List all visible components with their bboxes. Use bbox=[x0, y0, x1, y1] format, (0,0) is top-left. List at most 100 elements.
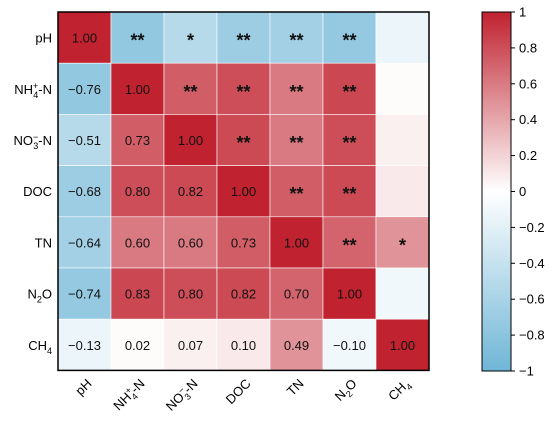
heatmap-cell bbox=[375, 216, 430, 269]
heatmap-cell bbox=[110, 267, 165, 320]
heatmap-cell bbox=[57, 267, 112, 320]
heatmap-cell bbox=[375, 318, 430, 371]
heatmap-cell bbox=[57, 318, 112, 371]
cell-value-label: −0.10 bbox=[333, 338, 366, 353]
heatmap-cell bbox=[269, 318, 324, 371]
heatmap-cell bbox=[269, 11, 324, 64]
colorbar-tick-label: 0.6 bbox=[519, 76, 537, 91]
significance-marker: ** bbox=[342, 184, 356, 204]
cell-value-label: 0.49 bbox=[284, 338, 309, 353]
colorbar-tick-label: 0 bbox=[519, 184, 526, 199]
heatmap-cell bbox=[375, 267, 430, 320]
cell-value-label: 1.00 bbox=[178, 133, 203, 148]
heatmap-cell bbox=[269, 267, 324, 320]
cell-value-label: 0.07 bbox=[178, 338, 203, 353]
cell-value-label: 1.00 bbox=[72, 31, 97, 46]
significance-marker: ** bbox=[130, 31, 144, 51]
significance-marker: ** bbox=[236, 82, 250, 102]
heatmap-cell bbox=[57, 216, 112, 269]
cell-value-label: 1.00 bbox=[231, 184, 256, 199]
significance-marker: ** bbox=[342, 82, 356, 102]
row-label: pH bbox=[35, 31, 52, 46]
significance-marker: ** bbox=[342, 235, 356, 255]
colorbar-gradient bbox=[481, 11, 512, 372]
row-label: CH4 bbox=[28, 338, 52, 356]
cell-value-label: 0.60 bbox=[178, 235, 203, 250]
heatmap-row-labels: pH NH+ 4-N NO− 3-N DOC TN N2O CH4 bbox=[14, 31, 53, 356]
significance-marker: * bbox=[399, 235, 406, 255]
heatmap-cell bbox=[163, 62, 218, 115]
heatmap-cell bbox=[110, 165, 165, 218]
significance-marker: ** bbox=[236, 133, 250, 153]
column-label: CH4 bbox=[385, 376, 415, 406]
column-label: NO−3-N bbox=[162, 375, 203, 416]
colorbar-tick-label: 0.4 bbox=[519, 112, 537, 127]
heatmap-cell bbox=[216, 11, 271, 64]
colorbar-tick-label: 1 bbox=[519, 5, 526, 20]
colorbar-tick-label: 0.2 bbox=[519, 148, 537, 163]
cell-value-label: 0.80 bbox=[178, 287, 203, 302]
cell-value-label: 1.00 bbox=[337, 287, 362, 302]
heatmap-cell bbox=[163, 318, 218, 371]
heatmap-cell bbox=[322, 114, 377, 166]
cell-value-label: −0.51 bbox=[68, 133, 101, 148]
cell-value-label: 0.10 bbox=[231, 338, 256, 353]
heatmap-cell bbox=[216, 267, 271, 320]
heatmap-cell bbox=[110, 11, 165, 64]
row-label: NH+ 4-N bbox=[14, 81, 52, 100]
heatmap-cell bbox=[375, 62, 430, 115]
cell-value-label: 0.02 bbox=[125, 338, 150, 353]
heatmap-cell bbox=[322, 11, 377, 64]
column-label: N2O bbox=[332, 376, 362, 406]
column-label: pH bbox=[72, 376, 94, 398]
cell-value-label: −0.68 bbox=[68, 184, 101, 199]
heatmap-cell bbox=[269, 62, 324, 115]
heatmap-cell bbox=[163, 216, 218, 269]
heatmap-cells bbox=[57, 11, 430, 371]
colorbar-tick-label: 0.8 bbox=[519, 40, 537, 55]
cell-value-label: 0.82 bbox=[178, 184, 203, 199]
colorbar-tick-label: −1 bbox=[519, 364, 534, 379]
heatmap-cell bbox=[110, 114, 165, 166]
heatmap-cell bbox=[375, 165, 430, 218]
heatmap-cell bbox=[216, 114, 271, 166]
cell-value-label: 1.00 bbox=[125, 82, 150, 97]
cell-value-label: 1.00 bbox=[390, 338, 415, 353]
heatmap-cell bbox=[269, 114, 324, 166]
column-label: NH+4-N bbox=[110, 375, 150, 415]
significance-marker: ** bbox=[289, 133, 303, 153]
heatmap-cell bbox=[322, 318, 377, 371]
heatmap-frame bbox=[57, 11, 430, 372]
heatmap-cell bbox=[216, 318, 271, 371]
row-label: TN bbox=[35, 235, 52, 250]
significance-marker: ** bbox=[342, 133, 356, 153]
cell-value-label: 0.73 bbox=[125, 133, 150, 148]
heatmap-cell bbox=[322, 165, 377, 218]
heatmap-cell bbox=[57, 11, 112, 64]
significance-marker: ** bbox=[236, 31, 250, 51]
colorbar-tick-label: −0.2 bbox=[519, 220, 545, 235]
significance-marker: ** bbox=[289, 184, 303, 204]
significance-marker: ** bbox=[342, 31, 356, 51]
cell-value-label: −0.76 bbox=[68, 82, 101, 97]
heatmap-cell bbox=[163, 267, 218, 320]
row-label: N2O bbox=[27, 287, 52, 305]
cell-value-label: 0.82 bbox=[231, 287, 256, 302]
column-label: TN bbox=[284, 376, 307, 399]
row-label: DOC bbox=[23, 184, 52, 199]
heatmap-cell bbox=[163, 114, 218, 166]
cell-value-label: −0.64 bbox=[68, 235, 101, 250]
heatmap-cell bbox=[375, 114, 430, 166]
heatmap-cell-labels: 1.00 ** * ** ** **−0.76 1.00 ** ** ** **−0.51 0.73 1… bbox=[68, 31, 415, 353]
significance-marker: * bbox=[187, 31, 194, 51]
colorbar-tick-label: −0.4 bbox=[519, 256, 545, 271]
column-label: DOC bbox=[223, 376, 254, 407]
colorbar-tick-label: −0.6 bbox=[519, 292, 545, 307]
colorbar: 1 0.8 0.6 0.4 0.2 0 −0.2 −0.4 −0.6 −0.8 −1 bbox=[481, 5, 545, 379]
significance-marker: ** bbox=[289, 31, 303, 51]
heatmap-cell bbox=[57, 114, 112, 166]
cell-value-label: −0.13 bbox=[68, 338, 101, 353]
heatmap-column-labels: pH NH+4-N NO−3-N DOC TN N2O CH4 bbox=[72, 375, 415, 416]
heatmap-cell bbox=[216, 165, 271, 218]
cell-value-label: 1.00 bbox=[284, 235, 309, 250]
